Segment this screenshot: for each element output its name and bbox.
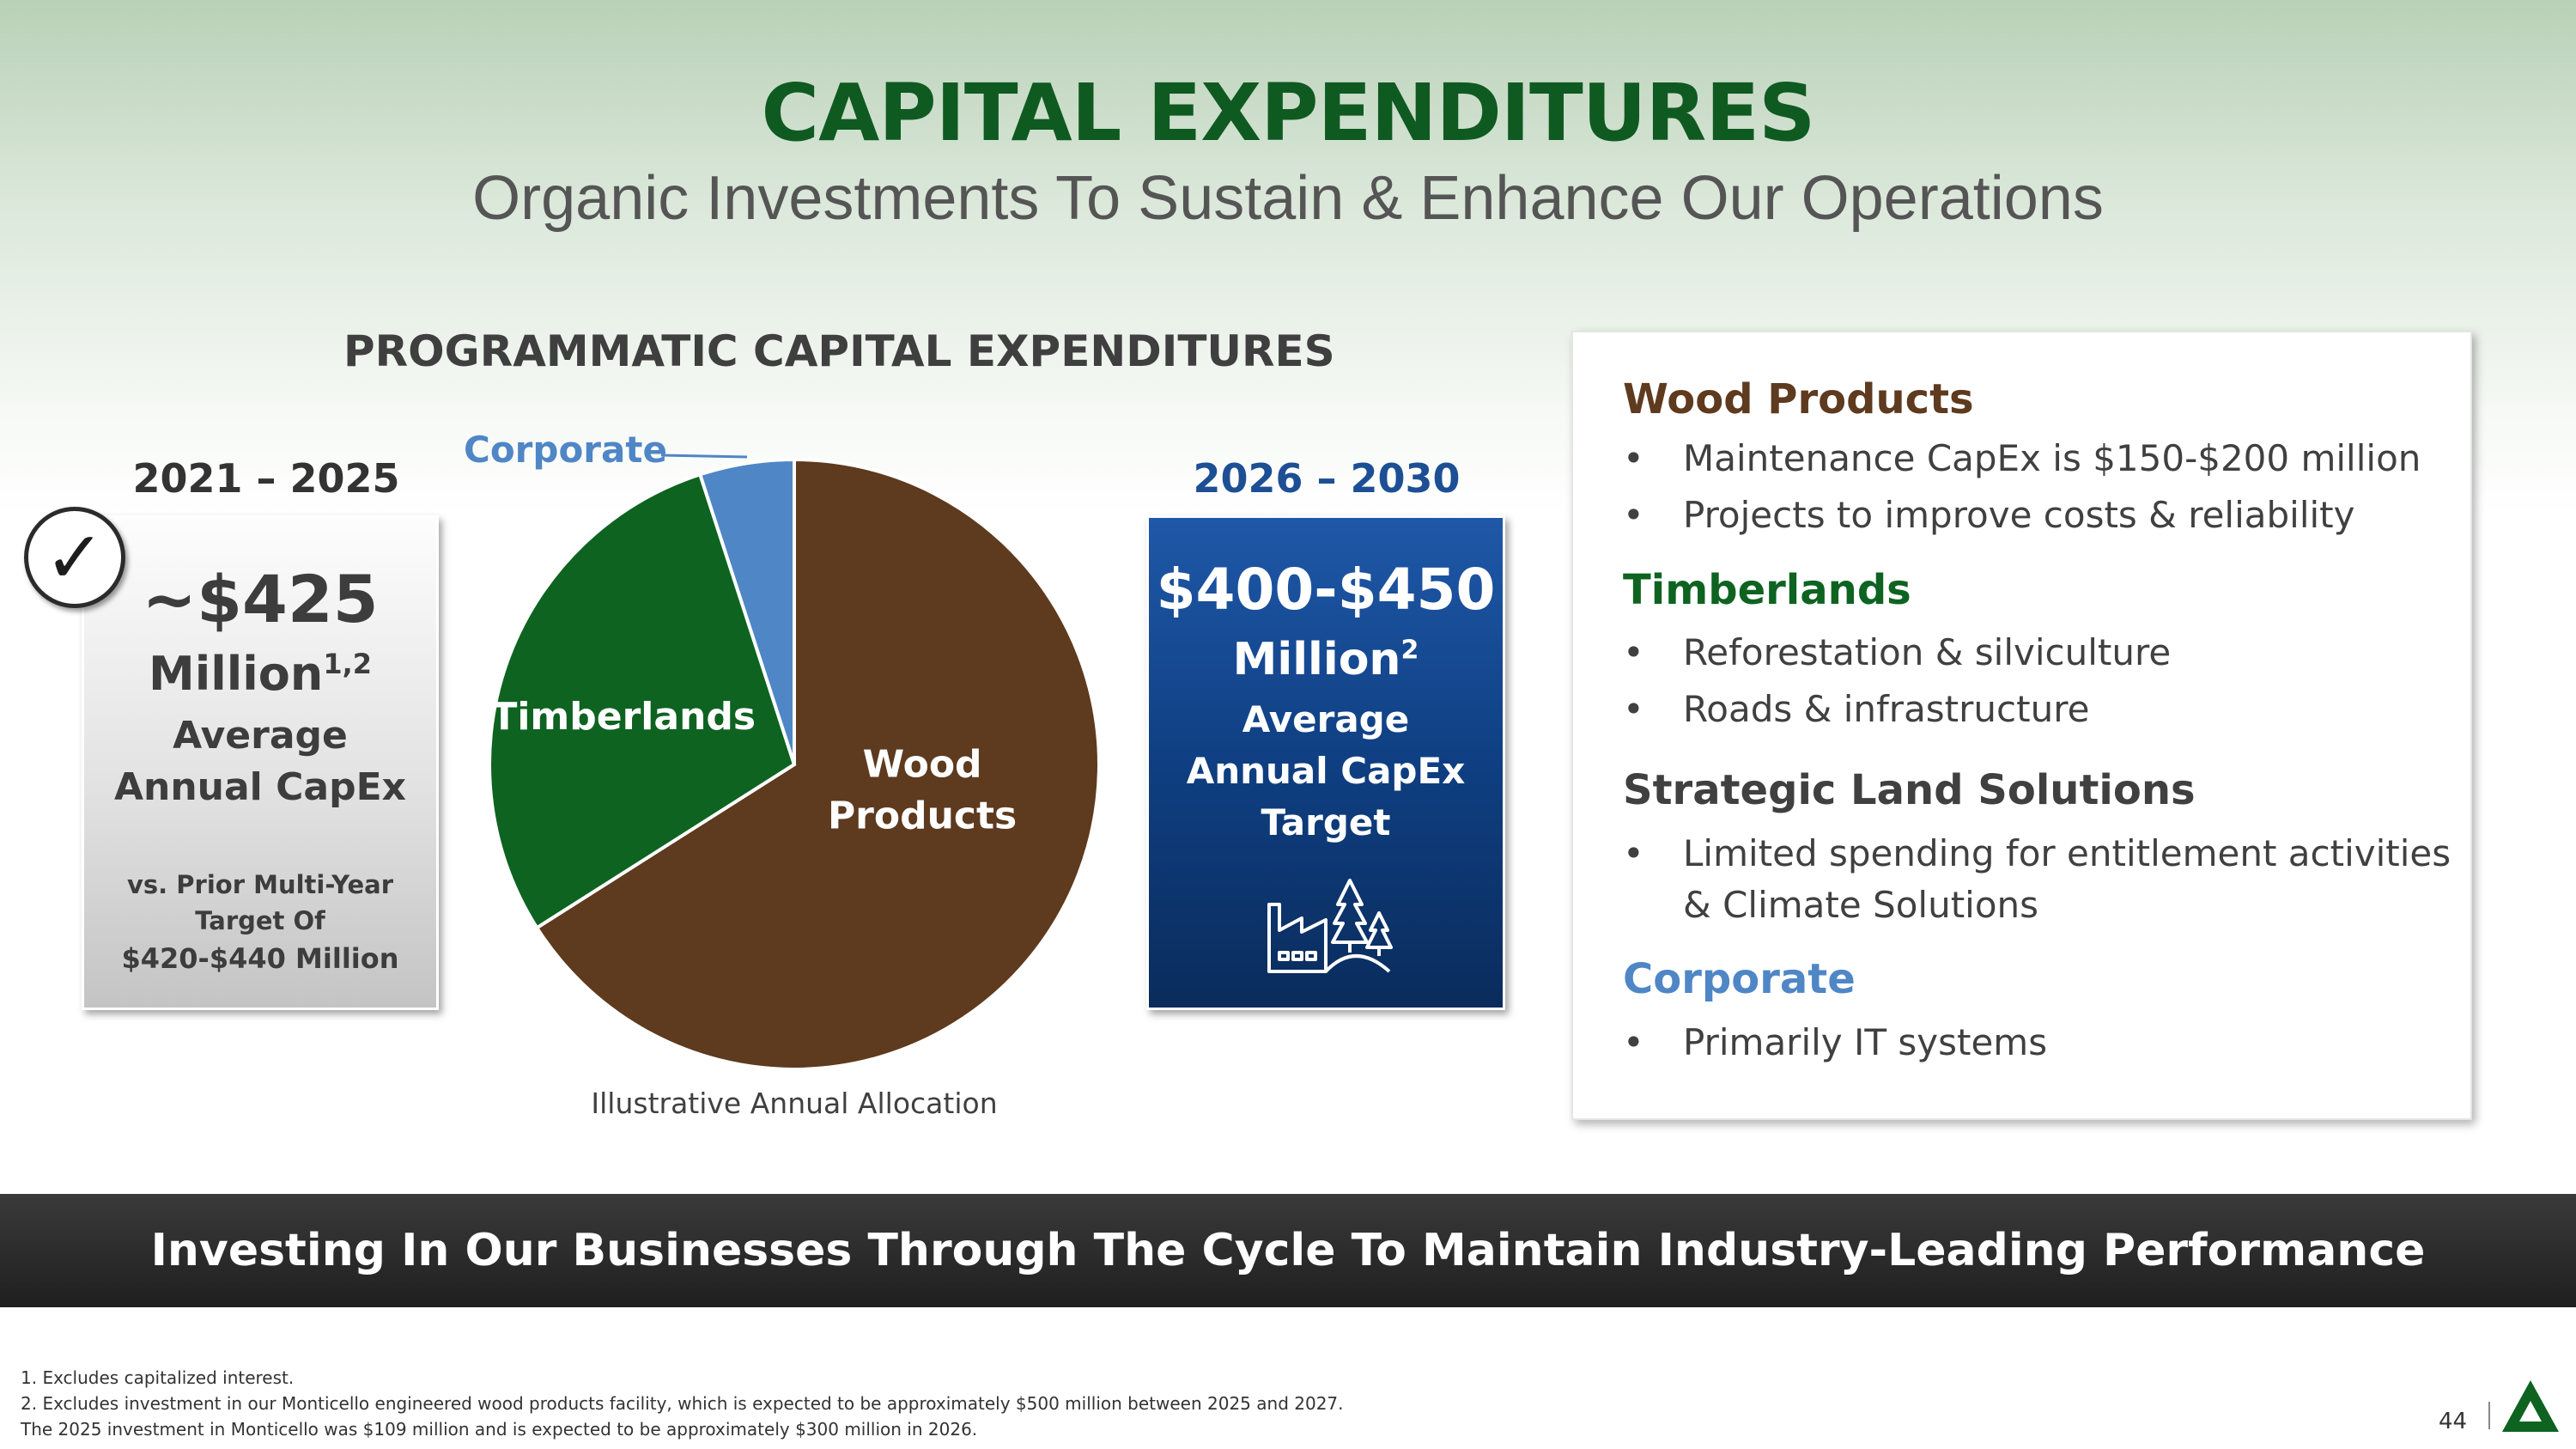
section-heading: PROGRAMMATIC CAPITAL EXPENDITURES (343, 326, 1335, 376)
bullet-item: • Limited spending for entitlement activi… (1623, 832, 2451, 874)
check-circle-icon: ✓ (24, 507, 125, 608)
page-separator (2488, 1402, 2490, 1429)
page-title: CAPITAL EXPENDITURES (761, 67, 1816, 159)
period-label-2026-2030: 2026 – 2030 (1193, 455, 1461, 502)
bullet-item: • Roads & infrastructure (1623, 688, 2089, 730)
company-logo-icon (2502, 1380, 2559, 1432)
footnote-1: 1. Excludes capitalized interest. (21, 1367, 295, 1388)
bullet-icon: • (1623, 631, 1644, 673)
bullet-icon: • (1623, 494, 1644, 536)
target-capex-box: $400-$450 Million2 Average Annual CapEx … (1146, 515, 1505, 1010)
bullet-text: Projects to improve costs & reliability (1683, 494, 2355, 536)
capex-allocation-pie-chart: Wood Products Timberlands Corporate (464, 429, 1101, 1071)
footnote-ref: 1,2 (323, 648, 372, 680)
bullet-item: • Reforestation & silviculture (1623, 631, 2171, 673)
segment-heading-timberlands: Timberlands (1623, 566, 1911, 614)
historical-capex-unit: Million1,2 (84, 647, 436, 701)
pie-label-timberlands: Timberlands (491, 695, 756, 739)
bullet-text: Maintenance CapEx is $150-$200 million (1683, 437, 2421, 479)
banner-text: Investing In Our Businesses Through The … (150, 1225, 2426, 1276)
pie-slice-wood-products (534, 457, 1101, 1071)
period-label-2021-2025: 2021 – 2025 (132, 455, 400, 502)
target-capex-amount: $400-$450 (1156, 557, 1496, 623)
bullet-text: Reforestation & silviculture (1683, 631, 2172, 673)
bullet-icon: • (1623, 688, 1644, 730)
pie-caption: Illustrative Annual Allocation (591, 1087, 998, 1120)
bullet-text: Roads & infrastructure (1683, 688, 2090, 730)
segment-details-card: Wood Products • Maintenance CapEx is $150… (1571, 331, 2472, 1120)
average-label: Average (173, 714, 348, 758)
footnote-3: The 2025 investment in Monticello was $1… (21, 1419, 978, 1440)
footnote-ref: 2 (1400, 635, 1419, 666)
factory-trees-icon (1267, 879, 1393, 973)
million-label: Million (148, 647, 324, 701)
segment-heading-strategic-land-solutions: Strategic Land Solutions (1623, 766, 2196, 814)
target-capex-unit: Million2 (1149, 634, 1503, 685)
prior-target-of: Target Of (195, 906, 325, 935)
million-label: Million (1232, 634, 1401, 685)
pie-label-wood-products: Wood (863, 742, 982, 786)
historical-capex-box: ~$425 Million1,2 Average Annual CapEx vs… (82, 515, 439, 1010)
segment-heading-corporate: Corporate (1623, 955, 1856, 1003)
page-number: 44 (2439, 1409, 2468, 1434)
bullet-icon: • (1623, 832, 1644, 874)
bullet-item: • Projects to improve costs & reliability (1623, 494, 2355, 536)
footnote-2: 2. Excludes investment in our Monticello… (21, 1393, 1344, 1414)
bullet-icon: • (1623, 437, 1644, 479)
annual-capex-label: Annual CapEx (1186, 750, 1466, 792)
bullet-item: • Primarily IT systems (1623, 1021, 2047, 1063)
historical-capex-amount: ~$425 (142, 561, 379, 637)
pie-slice-corporate (697, 457, 796, 765)
pie-label-corporate: Corporate (464, 429, 667, 471)
target-label: Target (1261, 801, 1391, 843)
bullet-text: Limited spending for entitlement activit… (1683, 832, 2451, 874)
bullet-icon: • (1623, 1021, 1644, 1063)
bullet-item: • Maintenance CapEx is $150-$200 million (1623, 437, 2421, 479)
corporate-leader-line (660, 454, 748, 459)
page-subtitle: Organic Investments To Sustain & Enhance… (472, 164, 2104, 233)
average-label: Average (1242, 698, 1410, 740)
segment-heading-wood-products: Wood Products (1623, 375, 1974, 423)
bullet-text: Primarily IT systems (1683, 1021, 2048, 1063)
pie-slice-timberlands (488, 472, 797, 930)
annual-capex-label: Annual CapEx (113, 765, 407, 809)
bullet-continuation: & Climate Solutions (1683, 884, 2039, 926)
bottom-banner: Investing In Our Businesses Through The … (0, 1194, 2576, 1307)
prior-target-range: $420-$440 Million (121, 942, 399, 975)
prior-target-line: vs. Prior Multi-Year (127, 870, 393, 899)
pie-label-wood-products: Products (828, 794, 1017, 837)
